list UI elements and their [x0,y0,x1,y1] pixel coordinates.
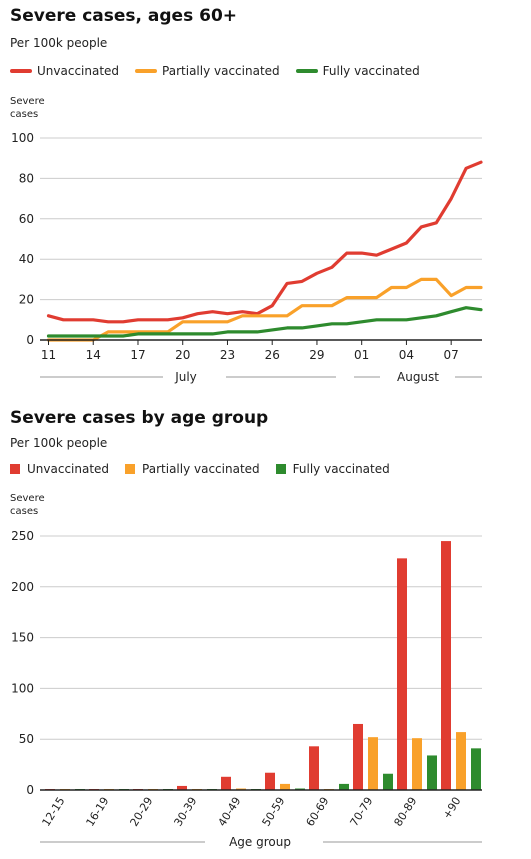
bar-x-tick-label: 12-15 [40,795,68,829]
bar-legend-label-full: Fully vaccinated [292,462,390,476]
line-x-tick-label: 11 [41,348,56,362]
line-x-tick-label: 17 [130,348,145,362]
bar-legend-partial: Partially vaccinated [125,462,260,476]
line-y-tick-label: 100 [11,131,34,145]
line-series-unvaccinated [46,160,483,324]
bar-unvaccinated-50-59 [265,772,275,790]
bar-legend-swatch-partial [125,464,136,474]
bar-chart-subtitle: Per 100k people [10,436,108,450]
line-y-tick-label: 60 [19,212,34,226]
bar-y-tick-label: 150 [11,631,34,645]
bar-legend-swatch-full [275,464,286,474]
bar-x-tick-label: 16-19 [84,795,112,829]
bar-x-tick-label: 60-69 [304,795,332,829]
bar-y-tick-label: 100 [11,681,34,695]
legend-label-unvaccinated: Unvaccinated [37,64,120,78]
bar-unvaccinated-30-39 [177,785,187,790]
line-x-tick-label: 29 [309,348,324,362]
line-y-axis-label: cases [10,109,38,120]
bar-y-tick-label: 0 [26,783,34,797]
bar-partial-80-89 [412,738,422,790]
bar-full-+90 [471,748,481,790]
bar-unvaccinated-70-79 [353,723,363,790]
line-y-axis-label: Severe [10,96,45,107]
month-label-august: August [397,370,439,384]
legend-unvaccinated: Unvaccinated [10,64,119,78]
bar-unvaccinated-+90 [441,541,451,790]
bar-legend-label-partial: Partially vaccinated [142,462,260,476]
line-series-full [46,306,483,338]
line-series-partial [46,277,483,342]
legend-label-full: Fully vaccinated [322,64,420,78]
line-y-tick-label: 80 [19,171,34,185]
line-chart-subtitle: Per 100k people [10,36,108,50]
line-y-tick-label: 0 [26,333,34,347]
legend-partial: Partially vaccinated [135,64,280,78]
bar-unvaccinated-60-69 [309,746,319,790]
bar-legend-swatch-unvaccinated [10,464,20,474]
line-chart-title: Severe cases, ages 60+ [10,6,238,26]
line-x-tick-label: 07 [444,348,459,362]
bar-legend-unvaccinated: Unvaccinated [10,462,109,476]
bar-y-axis-label: Severe [10,493,45,504]
bar-partial-70-79 [368,737,378,790]
legend-swatch-partial [135,69,158,73]
bar-legend-full: Fully vaccinated [275,462,390,476]
bar-legend-label-unvaccinated: Unvaccinated [27,462,110,476]
bar-x-tick-label: 40-49 [216,795,244,829]
bar-full-80-89 [427,755,437,790]
line-x-tick-label: 01 [354,348,369,362]
bar-x-tick-label: 80-89 [392,795,420,829]
bar-chart-legend: Unvaccinated Partially vaccinated Fully … [10,462,406,476]
bar-unvaccinated-40-49 [221,776,231,790]
bar-full-70-79 [383,773,393,790]
line-x-tick-label: 26 [265,348,280,362]
legend-label-partial: Partially vaccinated [162,64,280,78]
bar-y-tick-label: 250 [11,529,34,543]
bar-x-tick-label: 30-39 [172,795,200,829]
bar-full-60-69 [339,783,349,790]
line-y-tick-label: 20 [19,293,34,307]
line-y-tick-label: 40 [19,252,34,266]
bar-x-axis-label: Age group [229,835,291,849]
line-x-tick-label: 04 [399,348,414,362]
bar-y-tick-label: 50 [19,732,34,746]
bar-x-tick-label: 50-59 [260,795,288,829]
bar-partial-50-59 [280,783,290,790]
bar-unvaccinated-80-89 [397,558,407,790]
line-x-tick-label: 23 [220,348,235,362]
bar-x-tick-label: 20-29 [128,795,156,829]
line-x-tick-label: 20 [175,348,190,362]
bar-partial-+90 [456,732,466,790]
line-x-tick-label: 14 [86,348,101,362]
bar-chart-title: Severe cases by age group [10,408,269,428]
line-chart-legend: Unvaccinated Partially vaccinated Fully … [10,64,436,78]
month-label-july: July [174,370,197,384]
bar-y-axis-label: cases [10,506,38,517]
legend-swatch-unvaccinated [10,69,32,73]
bar-x-tick-label: +90 [440,795,463,822]
legend-swatch-full [295,69,318,73]
legend-full: Fully vaccinated [295,64,420,78]
bar-y-tick-label: 200 [11,580,34,594]
bar-x-tick-label: 70-79 [348,795,376,829]
